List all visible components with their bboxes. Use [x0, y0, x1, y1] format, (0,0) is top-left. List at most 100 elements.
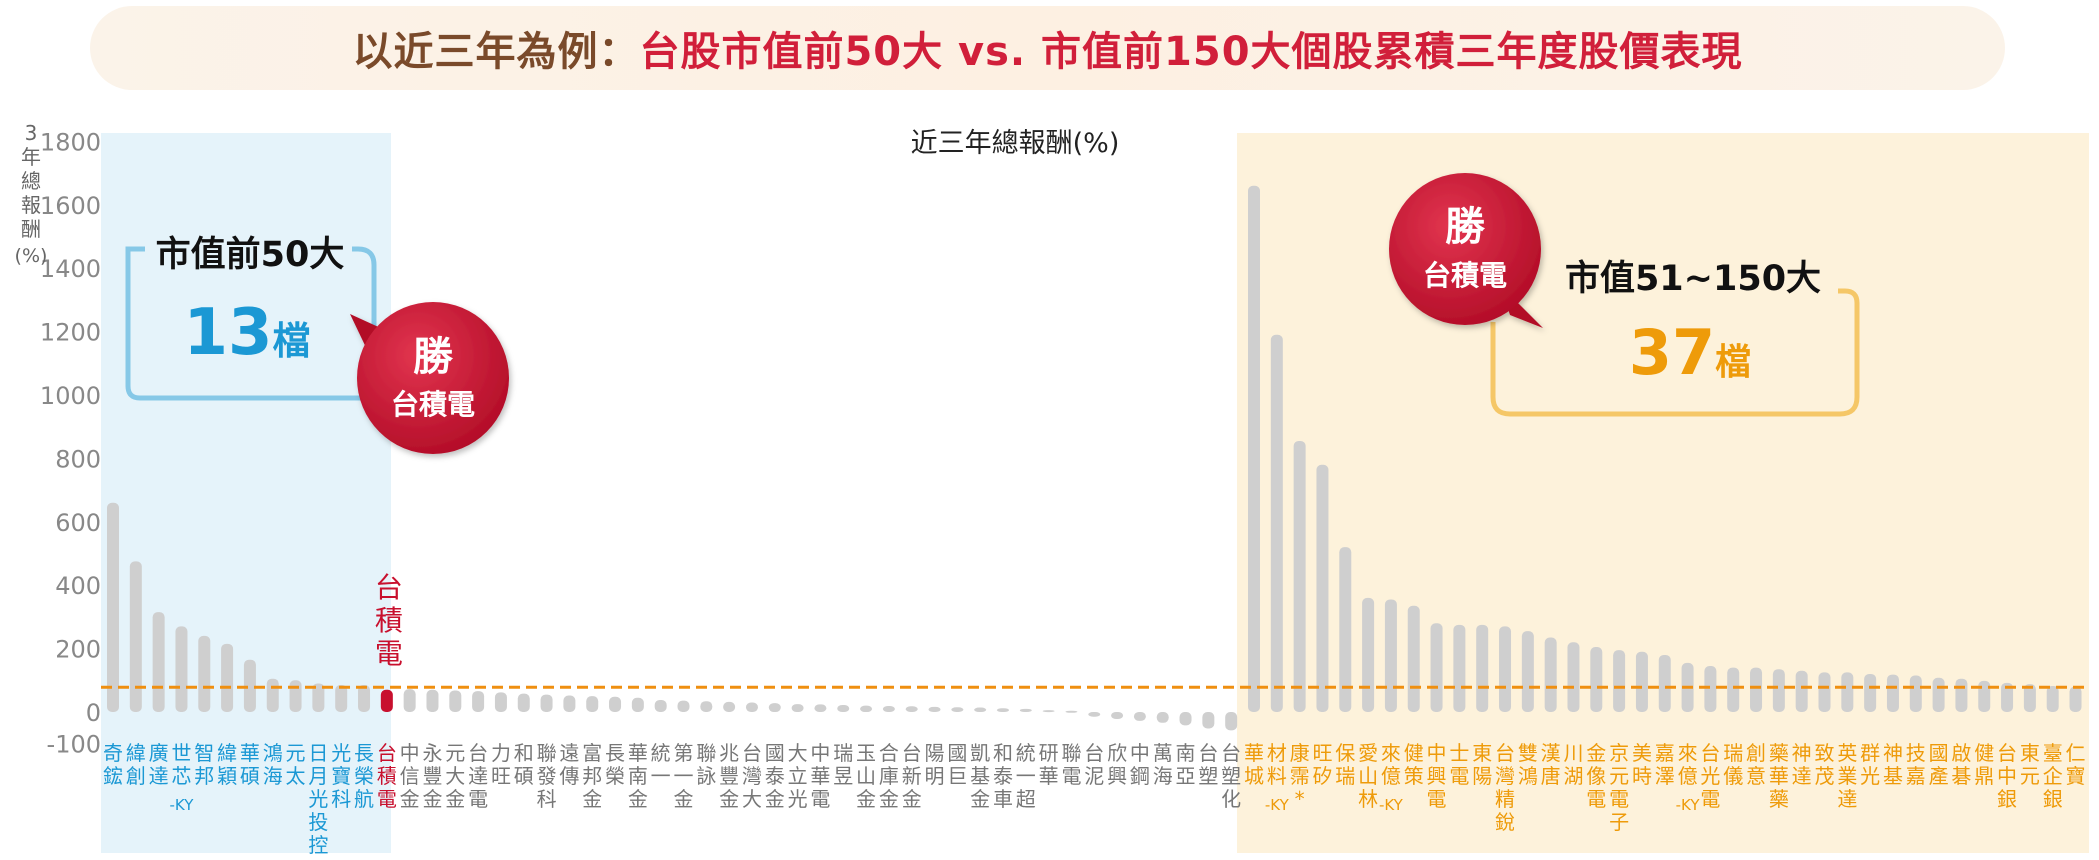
bars — [107, 185, 2082, 731]
bar — [1795, 670, 1808, 712]
y-tick-label: -100 — [47, 731, 101, 759]
rest-callout-count-line: 37檔 — [1629, 316, 1751, 389]
category-label: 雙鴻 — [1518, 741, 1538, 788]
category-label: 中鋼 — [1130, 741, 1150, 788]
bar — [609, 696, 622, 712]
category-label: 和泰車 — [993, 741, 1013, 811]
bar — [1613, 650, 1626, 712]
bar — [1407, 605, 1420, 712]
category-label: 士電 — [1449, 741, 1469, 788]
category-label: 材料-KY — [1265, 741, 1290, 814]
win-badge-right-bottom: 台積電 — [1423, 259, 1507, 292]
bar — [107, 502, 119, 712]
category-label: 長榮航 — [354, 741, 374, 811]
bar — [928, 706, 941, 712]
category-labels: 奇鋐緯創廣達世芯-KY智邦緯穎華碩鴻海元太日月光投控光寶科長榮航台積電中信金永豐… — [103, 741, 2086, 857]
bar — [1133, 712, 1146, 721]
bar — [1339, 547, 1352, 712]
bar — [677, 700, 690, 712]
bar — [175, 626, 188, 712]
win-badge-left-bottom: 台積電 — [391, 388, 475, 421]
category-label: 中信金 — [400, 741, 420, 811]
category-label: 台泥 — [1084, 741, 1104, 788]
y-tick-label: 1400 — [40, 255, 101, 283]
category-label: 健鼎 — [1974, 741, 1994, 788]
title-prefix: 以近三年為例： — [352, 29, 640, 75]
category-label: 漢唐 — [1541, 741, 1561, 788]
category-label: 緯穎 — [217, 741, 237, 788]
bar — [2069, 686, 2082, 712]
category-label: 富邦金 — [582, 741, 602, 811]
rest-callout-unit: 檔 — [1715, 342, 1751, 383]
category-label: 來億-KY — [1379, 741, 1404, 814]
bar — [1750, 667, 1763, 712]
bar — [1864, 673, 1877, 712]
bar — [426, 689, 439, 712]
category-label: 中華電 — [810, 741, 830, 811]
category-label: 川湖 — [1563, 741, 1583, 788]
bar — [129, 561, 142, 712]
category-label: 長榮 — [605, 741, 625, 788]
category-label: 保瑞 — [1335, 741, 1355, 788]
category-label: 健策 — [1404, 741, 1424, 788]
category-label: 國泰金 — [765, 741, 785, 811]
bar — [2001, 682, 2014, 712]
category-label: 旺矽 — [1312, 741, 1332, 788]
category-label: 日月光投控 — [308, 741, 328, 857]
y-tick-label: 1200 — [40, 319, 101, 347]
category-label: 統一超 — [1016, 741, 1036, 811]
bar — [951, 707, 964, 712]
bar — [1635, 651, 1648, 712]
y-axis: -100 0 200 400 600 800 1000 1200 1400 1600 18003年總… — [15, 121, 101, 759]
bar — [289, 680, 302, 712]
top50-panel — [101, 133, 391, 853]
category-label: 奇鋐 — [103, 741, 123, 788]
title-main: 台股市值前50大 vs. 市值前150大個股累積三年度股價表現 — [639, 29, 1743, 75]
bar — [882, 705, 895, 712]
category-label: 康霈* — [1290, 741, 1310, 811]
highlight-label-char: 積 — [375, 604, 403, 637]
category-label: 鴻海 — [263, 741, 283, 788]
bar — [1818, 672, 1831, 712]
category-label: 華城 — [1244, 741, 1264, 788]
bar — [654, 699, 667, 712]
bar — [266, 678, 279, 712]
category-label: 京元電子 — [1609, 741, 1629, 834]
win-badge-right — [1389, 173, 1543, 328]
y-tick-label: 200 — [55, 636, 101, 664]
rest-callout-box — [1490, 288, 1860, 417]
bar — [1886, 674, 1899, 712]
category-label: 南亞 — [1176, 741, 1196, 788]
win-badge-right-top: 勝 — [1445, 204, 1486, 250]
category-label: 台達電 — [468, 741, 488, 811]
category-label: 台新金 — [902, 741, 922, 811]
bar — [814, 704, 827, 712]
bar — [1978, 680, 1991, 712]
bar — [974, 707, 987, 712]
bar — [723, 701, 736, 712]
bar — [494, 692, 507, 712]
bar — [221, 643, 234, 712]
page-title: 以近三年為例：台股市值前50大 vs. 市值前150大個股累積三年度股價表現 — [352, 19, 1742, 77]
bar — [837, 705, 850, 712]
category-label: 陽明 — [925, 741, 945, 788]
bar — [403, 689, 416, 712]
category-label: 智邦 — [194, 741, 214, 788]
tsmc-highlight-label: 台積電 — [375, 571, 403, 670]
bar — [1019, 708, 1032, 712]
category-label: 群光 — [1860, 741, 1880, 788]
category-label: 統一 — [651, 741, 671, 788]
category-label: 合庫金 — [879, 741, 899, 811]
bar — [1270, 334, 1283, 712]
category-label: 華碩 — [240, 741, 260, 788]
bar — [1111, 712, 1124, 719]
category-label: 緯創 — [126, 741, 146, 788]
bar — [1042, 710, 1055, 713]
bar — [1453, 624, 1466, 712]
category-label: 瑞儀 — [1723, 741, 1743, 788]
category-label: 台積電 — [377, 741, 397, 811]
category-label: 嘉澤 — [1655, 741, 1675, 788]
y-axis-label-char: 年 — [21, 145, 41, 169]
category-label: 東陽 — [1472, 741, 1492, 788]
